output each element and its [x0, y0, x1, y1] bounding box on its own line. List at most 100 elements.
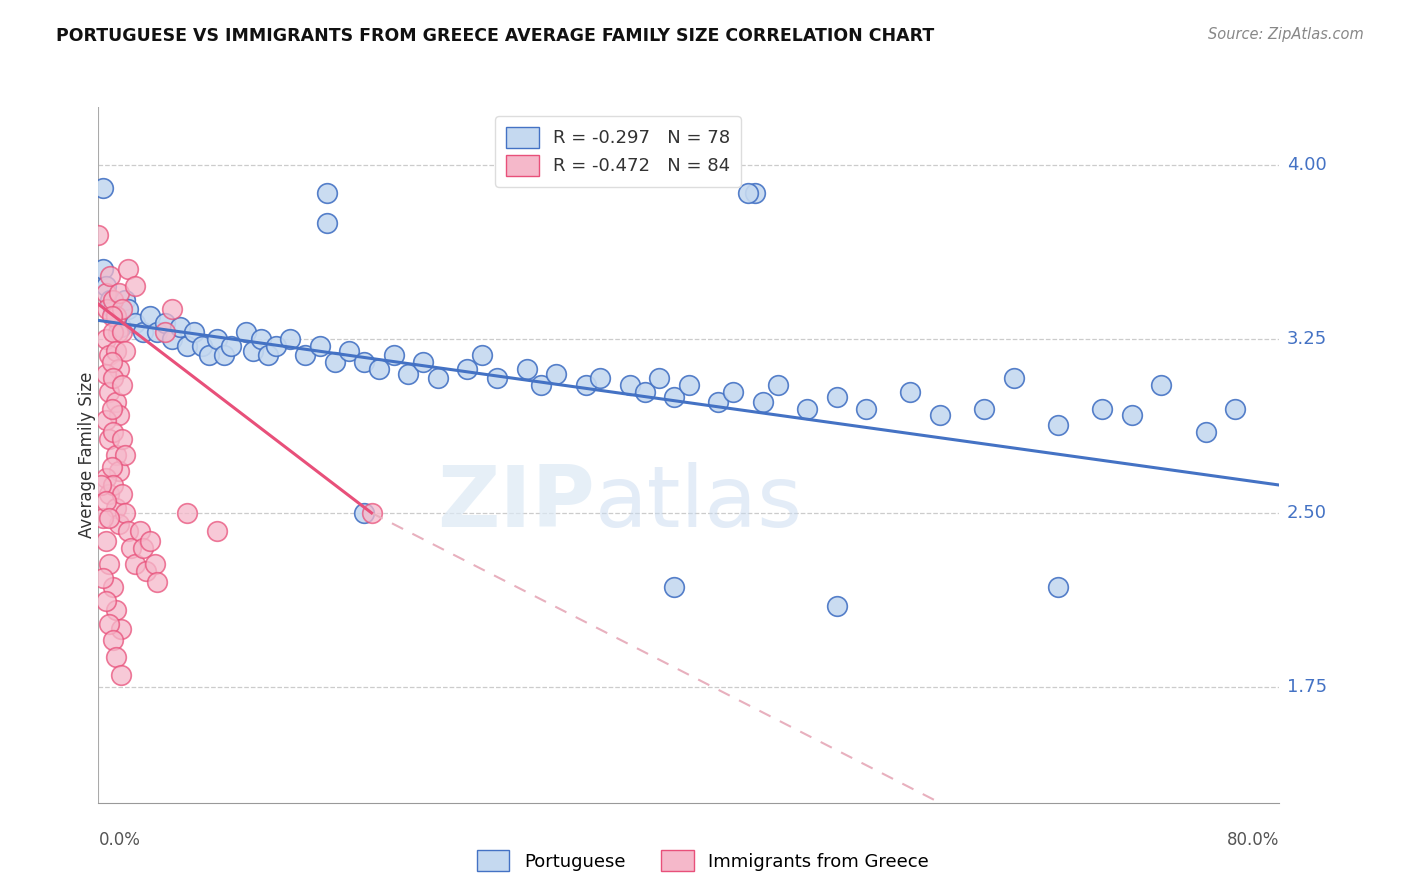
Point: [153, 325, 176, 339]
Point: [103, 425, 125, 439]
Point: [198, 348, 221, 362]
Point: [212, 348, 235, 362]
Point: [316, 186, 339, 200]
Point: [242, 343, 264, 358]
Point: [1046, 580, 1069, 594]
Text: 2.50: 2.50: [1286, 504, 1327, 522]
Point: [796, 401, 818, 416]
Point: [94, 367, 117, 381]
Point: [103, 580, 125, 594]
Point: [124, 278, 146, 293]
Legend: R = -0.297   N = 78, R = -0.472   N = 84: R = -0.297 N = 78, R = -0.472 N = 84: [495, 116, 741, 186]
Point: [98, 269, 121, 284]
Point: [90, 478, 112, 492]
Point: [117, 301, 139, 316]
Point: [97, 617, 120, 632]
Point: [94, 533, 117, 548]
Point: [825, 390, 848, 404]
Point: [751, 394, 773, 409]
Point: [825, 599, 848, 613]
Point: [153, 316, 176, 330]
Point: [114, 293, 136, 307]
Point: [574, 378, 596, 392]
Point: [108, 362, 131, 376]
Point: [105, 649, 128, 664]
Point: [94, 413, 117, 427]
Point: [98, 293, 121, 307]
Point: [427, 371, 450, 385]
Point: [103, 301, 125, 316]
Point: [135, 564, 157, 578]
Point: [91, 510, 114, 524]
Point: [1150, 378, 1173, 392]
Point: [97, 510, 120, 524]
Point: [219, 339, 242, 353]
Point: [176, 339, 198, 353]
Point: [146, 325, 169, 339]
Text: 4.00: 4.00: [1286, 156, 1327, 174]
Point: [456, 362, 478, 376]
Point: [111, 487, 134, 501]
Point: [766, 378, 789, 392]
Text: 1.75: 1.75: [1286, 678, 1327, 696]
Point: [337, 343, 360, 358]
Point: [1046, 417, 1069, 432]
Point: [353, 506, 375, 520]
Point: [928, 409, 950, 423]
Point: [105, 309, 128, 323]
Point: [114, 448, 136, 462]
Point: [105, 394, 128, 409]
Point: [111, 301, 134, 316]
Point: [105, 309, 128, 323]
Point: [100, 309, 122, 323]
Point: [169, 320, 191, 334]
Point: [108, 517, 131, 532]
Point: [737, 186, 759, 200]
Point: [105, 501, 128, 516]
Point: [91, 571, 114, 585]
Point: [117, 524, 139, 539]
Point: [664, 580, 686, 594]
Point: [900, 385, 922, 400]
Point: [111, 325, 134, 339]
Point: [309, 339, 332, 353]
Point: [205, 524, 228, 539]
Point: [633, 385, 655, 400]
Text: 0.0%: 0.0%: [98, 830, 141, 848]
Point: [471, 348, 494, 362]
Point: [94, 285, 117, 300]
Point: [128, 524, 150, 539]
Point: [94, 278, 117, 293]
Point: [396, 367, 419, 381]
Point: [97, 557, 120, 571]
Point: [97, 487, 120, 501]
Point: [97, 348, 120, 362]
Point: [1386, 186, 1406, 200]
Point: [105, 603, 128, 617]
Point: [176, 506, 198, 520]
Point: [105, 448, 128, 462]
Point: [103, 478, 125, 492]
Point: [100, 355, 122, 369]
Point: [191, 339, 214, 353]
Point: [619, 378, 641, 392]
Point: [323, 355, 346, 369]
Point: [110, 622, 132, 636]
Point: [648, 371, 671, 385]
Y-axis label: Average Family Size: Average Family Size: [79, 372, 96, 538]
Point: [139, 533, 162, 548]
Point: [162, 332, 183, 346]
Point: [721, 385, 744, 400]
Point: [589, 371, 612, 385]
Point: [530, 378, 553, 392]
Point: [114, 343, 136, 358]
Point: [973, 401, 995, 416]
Point: [1223, 401, 1246, 416]
Point: [515, 362, 537, 376]
Point: [114, 506, 136, 520]
Point: [707, 394, 730, 409]
Point: [103, 371, 125, 385]
Point: [183, 325, 205, 339]
Point: [100, 401, 122, 416]
Point: [143, 557, 166, 571]
